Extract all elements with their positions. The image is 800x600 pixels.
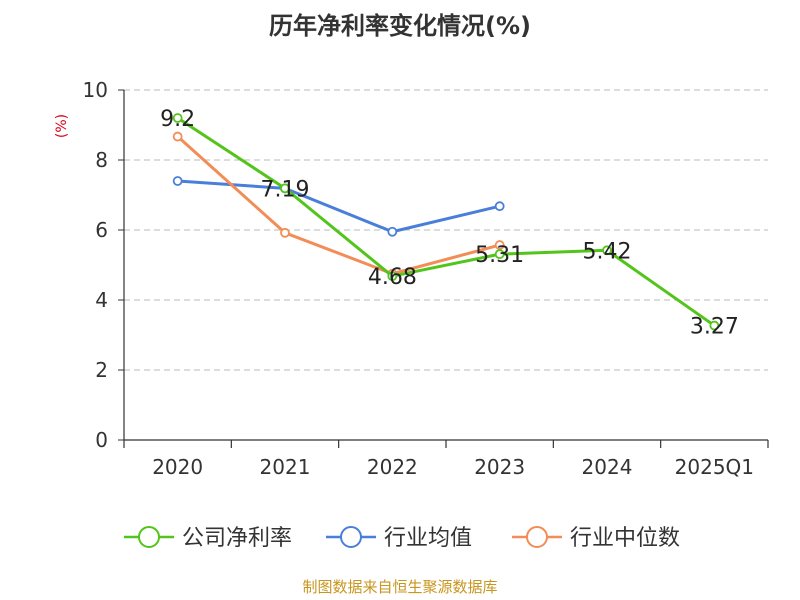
y-tick-label: 2 (95, 358, 108, 382)
x-tick-label: 2023 (474, 455, 525, 479)
axes: 0 2 4 6 8 10 2020 2021 2022 2023 2024 2025Q1 (83, 78, 769, 479)
series-line (176, 135, 501, 276)
legend-marker (340, 526, 362, 548)
data-point (172, 113, 183, 123)
legend-item: 行业均值 (326, 526, 472, 551)
data-label: 9.2 (160, 107, 195, 132)
legend-label: 公司净利率 (182, 526, 292, 551)
data-point (280, 227, 290, 238)
legend-item: 行业中位数 (512, 526, 680, 551)
data-label: 5.31 (475, 243, 524, 268)
y-axis-label: (%) (54, 114, 70, 138)
data-label: 5.42 (583, 239, 632, 264)
x-tick-label: 2025Q1 (675, 455, 754, 479)
data-point (280, 183, 290, 194)
y-tick-label: 6 (95, 218, 108, 242)
legend-label: 行业中位数 (570, 526, 680, 551)
series-line (177, 179, 501, 234)
series-group (172, 113, 720, 331)
source-note: 制图数据来自恒生聚源数据库 (302, 578, 497, 596)
x-tick-label: 2021 (260, 455, 311, 479)
legend-item: 公司净利率 (124, 526, 292, 551)
x-tick-label: 2020 (152, 455, 203, 479)
data-label: 7.19 (261, 177, 310, 202)
data-point (602, 245, 612, 256)
legend-marker (138, 526, 160, 548)
legend: 公司净利率 行业均值 行业中位数 (124, 526, 680, 551)
data-label: 3.27 (690, 315, 739, 340)
chart-title: 历年净利率变化情况(%) (269, 12, 531, 40)
data-point (709, 320, 720, 331)
y-tick-label: 0 (95, 428, 108, 452)
legend-label: 行业均值 (384, 526, 472, 551)
data-point (494, 240, 505, 250)
data-point (494, 201, 505, 212)
grid-lines (124, 89, 768, 371)
data-point (494, 249, 505, 260)
data-point (172, 176, 183, 186)
y-tick-label: 4 (95, 288, 108, 312)
legend-marker (526, 526, 548, 548)
y-tick-label: 8 (95, 148, 108, 172)
data-point (387, 271, 398, 282)
data-point (172, 131, 183, 142)
y-tick-label: 10 (83, 78, 108, 102)
data-point (387, 226, 398, 237)
x-tick-label: 2024 (582, 455, 633, 479)
x-tick-label: 2022 (367, 455, 418, 479)
series-line (176, 116, 716, 327)
data-label: 4.68 (368, 265, 417, 290)
data-labels: 9.2 7.19 4.68 5.31 5.42 3.27 (160, 107, 739, 340)
